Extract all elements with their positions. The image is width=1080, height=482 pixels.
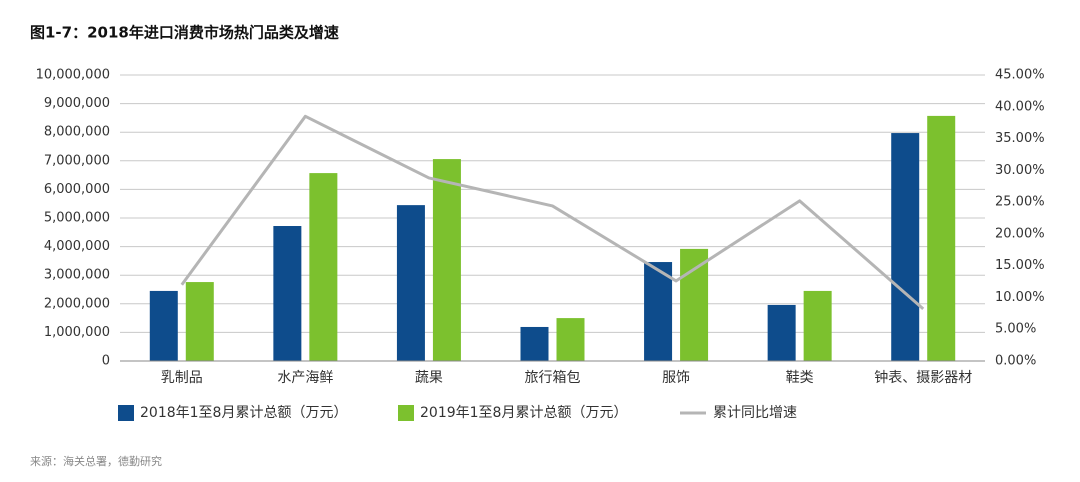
legend-label: 累计同比增速 (713, 405, 797, 421)
y-tick-label: 9,000,000 (44, 96, 110, 111)
y-tick-label: 10,000,000 (36, 68, 110, 83)
y-tick-label: 0 (102, 354, 110, 369)
y-tick-label: 7,000,000 (44, 153, 110, 168)
y2-tick-label: 15.00% (995, 258, 1045, 273)
bar (556, 318, 585, 361)
bar (396, 205, 425, 361)
x-tick-label: 旅行箱包 (525, 370, 581, 386)
y-tick-label: 6,000,000 (44, 182, 110, 197)
legend-label: 2018年1至8月累计总额（万元） (140, 405, 347, 421)
x-tick-label: 钟表、摄影器材 (874, 369, 972, 386)
bar (309, 173, 338, 361)
chart-title: 图1-7：2018年进口消费市场热门品类及增速 (30, 24, 339, 42)
y2-tick-label: 20.00% (995, 226, 1045, 241)
y-tick-label: 8,000,000 (44, 125, 110, 140)
y-tick-label: 4,000,000 (44, 239, 110, 254)
legend-swatch (398, 405, 414, 421)
y2-tick-label: 40.00% (995, 99, 1045, 114)
bar (432, 159, 461, 361)
y2-tick-label: 10.00% (995, 290, 1045, 305)
y-tick-label: 5,000,000 (44, 211, 110, 226)
bar (927, 115, 956, 361)
x-tick-label: 服饰 (662, 370, 690, 386)
x-tick-label: 水产海鲜 (277, 370, 333, 386)
bar (273, 226, 302, 361)
y2-tick-label: 25.00% (995, 195, 1045, 210)
y-tick-label: 1,000,000 (44, 325, 110, 340)
y2-tick-label: 0.00% (995, 354, 1036, 369)
legend-label: 2019年1至8月累计总额（万元） (420, 405, 627, 421)
bar (520, 326, 549, 361)
x-tick-label: 乳制品 (161, 370, 203, 386)
bar (185, 282, 214, 361)
legend-swatch (118, 405, 134, 421)
y2-tick-label: 45.00% (995, 68, 1045, 83)
y2-tick-label: 5.00% (995, 322, 1036, 337)
bar (680, 248, 709, 361)
bar (891, 133, 920, 361)
x-tick-label: 鞋类 (786, 370, 814, 386)
y2-tick-label: 30.00% (995, 163, 1045, 178)
bar (644, 262, 673, 361)
y2-tick-label: 35.00% (995, 131, 1045, 146)
bar (767, 304, 796, 361)
bar (803, 290, 832, 361)
bar (149, 290, 178, 361)
x-tick-label: 蔬果 (415, 370, 443, 386)
y-tick-label: 2,000,000 (44, 296, 110, 311)
source-note: 来源：海关总署，德勤研究 (30, 454, 162, 468)
line-series (180, 114, 925, 311)
y-tick-label: 3,000,000 (44, 268, 110, 283)
